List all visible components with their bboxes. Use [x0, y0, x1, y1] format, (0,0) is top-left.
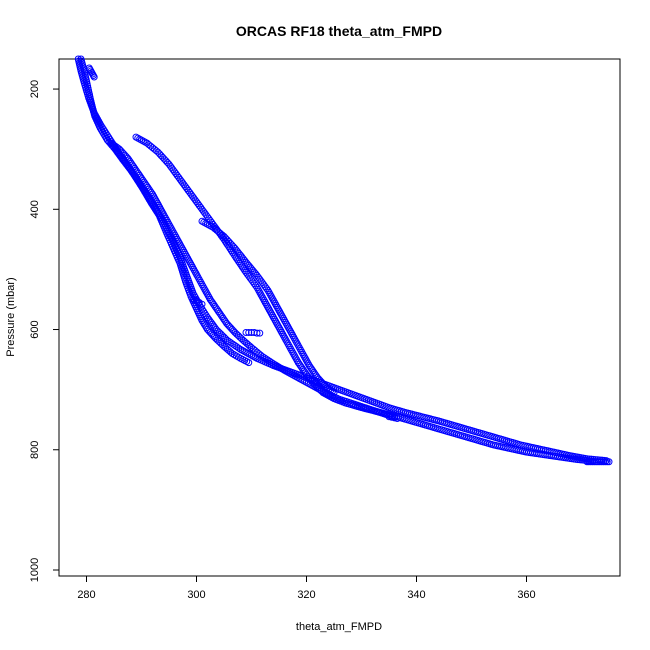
- data-point: [601, 458, 609, 466]
- data-point: [277, 364, 285, 372]
- data-point: [603, 458, 611, 466]
- x-tick-label: 300: [187, 589, 205, 601]
- data-point: [134, 170, 142, 178]
- data-point: [238, 263, 246, 271]
- data-point: [245, 359, 253, 367]
- y-tick-label: 800: [29, 441, 41, 459]
- data-point: [218, 313, 226, 321]
- data-point: [198, 317, 206, 325]
- data-point: [235, 344, 243, 352]
- data-point: [240, 265, 248, 273]
- data-point: [262, 355, 270, 363]
- data-point: [147, 189, 155, 197]
- data-point: [198, 300, 206, 308]
- data-points: [74, 55, 613, 466]
- data-point: [201, 322, 209, 330]
- data-point: [144, 183, 152, 191]
- data-point: [256, 329, 264, 337]
- data-point: [260, 354, 268, 362]
- data-point: [199, 318, 207, 326]
- data-point: [271, 361, 279, 369]
- chart-title: ORCAS RF18 theta_atm_FMPD: [236, 23, 442, 39]
- y-axis: 200 400 600 800 1000: [29, 80, 60, 582]
- data-point: [393, 415, 401, 422]
- data-point: [605, 458, 613, 466]
- data-point: [237, 261, 245, 269]
- data-point: [143, 182, 151, 190]
- data-point: [259, 353, 266, 361]
- x-tick-label: 320: [297, 589, 315, 601]
- x-tick-label: 340: [407, 589, 425, 601]
- data-point: [264, 356, 272, 364]
- data-point: [127, 159, 135, 167]
- data-point: [330, 389, 338, 397]
- y-tick-label: 1000: [29, 558, 41, 582]
- data-point: [328, 387, 336, 395]
- data-point: [273, 362, 281, 370]
- data-point: [298, 364, 306, 372]
- data-point: [275, 363, 283, 371]
- data-point: [217, 311, 225, 319]
- y-axis-label: Pressure (mbar): [5, 277, 17, 356]
- x-tick-label: 360: [517, 589, 535, 601]
- plot-area-frame: [58, 58, 621, 577]
- data-point: [252, 282, 260, 290]
- data-point: [279, 365, 287, 373]
- data-point: [253, 329, 261, 337]
- x-axis-label: theta_atm_FMPD: [296, 621, 382, 633]
- y-tick-label: 200: [29, 80, 41, 98]
- data-point: [263, 285, 271, 293]
- data-point: [266, 357, 274, 365]
- x-tick-label: 280: [77, 589, 95, 601]
- y-tick-label: 600: [29, 320, 41, 338]
- x-axis: 280 300 320 340 360: [77, 575, 536, 601]
- data-point: [209, 299, 217, 307]
- data-point: [391, 414, 398, 422]
- data-point: [200, 320, 208, 328]
- data-point: [270, 360, 277, 368]
- data-point: [268, 359, 276, 367]
- data-point: [90, 73, 98, 81]
- y-tick-label: 400: [29, 200, 41, 218]
- data-point: [297, 362, 305, 370]
